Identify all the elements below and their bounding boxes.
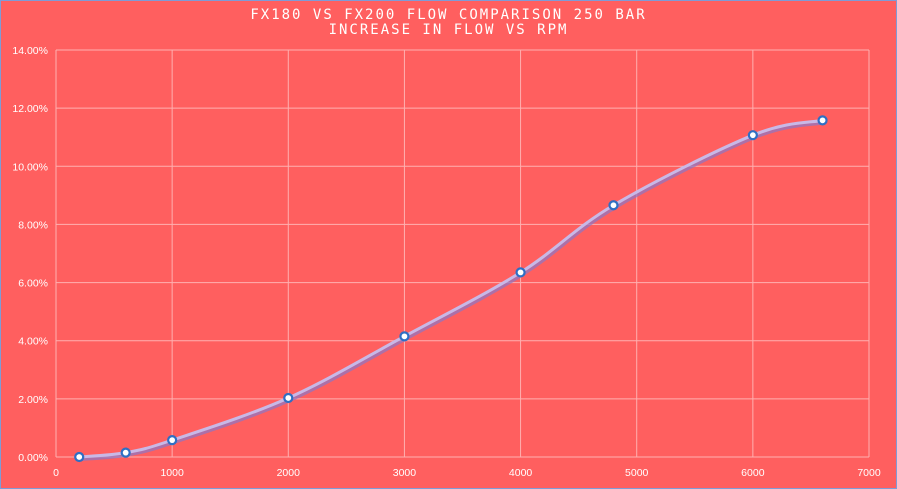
gridlines xyxy=(55,49,870,458)
data-point xyxy=(74,451,85,463)
y-axis-labels: 0.00% 2.00% 4.00% 6.00% 8.00% 10.00% 12.00% 14.… xyxy=(12,45,48,464)
y-tick-label: 0.00% xyxy=(18,452,48,464)
data-point xyxy=(515,267,526,278)
x-tick-label: 3000 xyxy=(393,467,417,479)
y-tick-label: 6.00% xyxy=(18,278,48,290)
y-tick-label: 14.00% xyxy=(12,45,48,57)
chart-title: FX180 vs FX200 Flow Comparison 250 bar xyxy=(250,7,647,23)
series-line-shadow xyxy=(80,120,825,461)
data-point xyxy=(399,331,410,342)
series-lines xyxy=(79,118,825,461)
data-point xyxy=(167,435,178,446)
y-tick-label: 8.00% xyxy=(18,219,48,231)
data-point xyxy=(283,392,294,404)
x-axis-labels: 0 1000 2000 3000 4000 5000 6000 7000 xyxy=(53,467,881,479)
data-point xyxy=(608,200,619,211)
x-tick-label: 4000 xyxy=(509,467,533,479)
x-tick-label: 0 xyxy=(53,467,59,479)
x-tick-label: 6000 xyxy=(741,467,765,479)
series-line xyxy=(79,118,823,459)
data-point xyxy=(747,130,758,141)
y-tick-label: 2.00% xyxy=(18,394,48,406)
y-tick-label: 4.00% xyxy=(18,336,48,348)
chart-title-block: FX180 vs FX200 Flow Comparison 250 bar I… xyxy=(0,8,897,38)
y-tick-label: 10.00% xyxy=(12,161,48,173)
chart-subtitle: Increase in Flow vs RPM xyxy=(328,22,569,38)
x-tick-label: 5000 xyxy=(625,467,649,479)
series-points xyxy=(74,115,828,463)
y-tick-label: 12.00% xyxy=(12,103,48,115)
x-tick-label: 1000 xyxy=(160,467,184,479)
x-tick-label: 2000 xyxy=(277,467,301,479)
x-tick-label: 7000 xyxy=(857,467,881,479)
data-point xyxy=(817,115,828,126)
data-point xyxy=(120,447,131,458)
